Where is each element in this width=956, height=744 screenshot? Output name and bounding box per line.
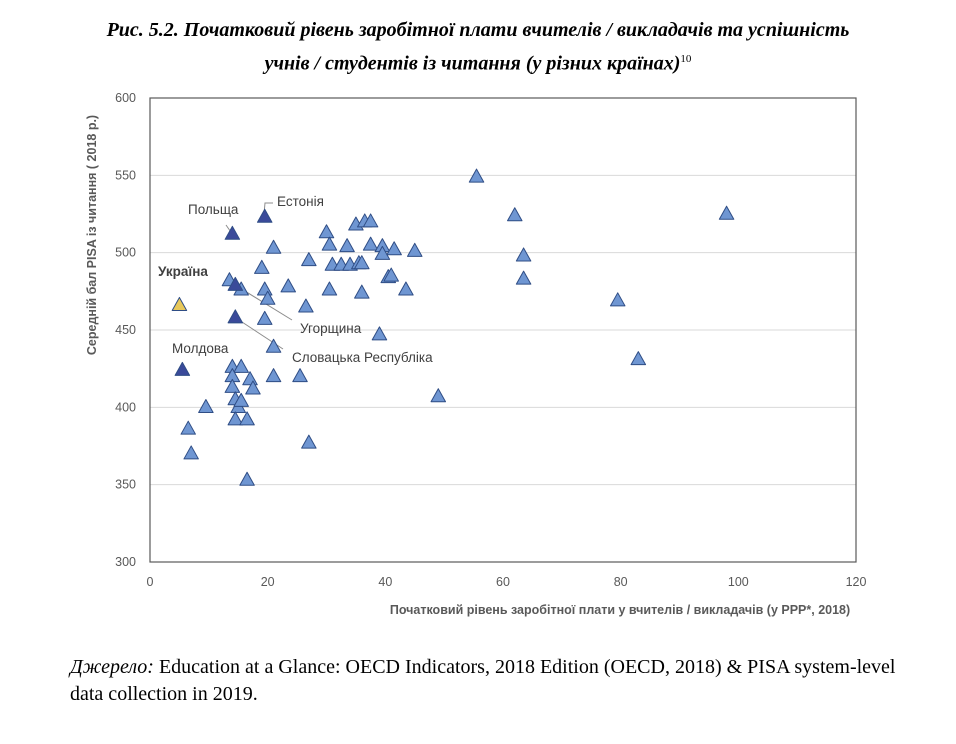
- y-tick-label: 500: [115, 246, 136, 260]
- point-label: Естонія: [277, 194, 324, 209]
- data-point: [280, 278, 297, 293]
- data-point: [233, 358, 249, 373]
- y-tick-label: 550: [115, 168, 136, 182]
- figure-title-line2-text: учнів / студентів із читання (у різних к…: [264, 52, 681, 75]
- x-tick-labels: 0 20 40 60 80 100 120: [147, 575, 867, 589]
- data-point: [407, 242, 423, 257]
- x-tick-label: 20: [261, 575, 275, 589]
- data-points: [171, 168, 735, 486]
- data-point: [301, 252, 317, 267]
- x-tick-label: 80: [614, 575, 628, 589]
- leader-lines: [225, 202, 293, 350]
- scatter-chart: 300 350 400 450 500 550 600 0 20 40 60 80 100 120 По…: [85, 91, 867, 617]
- data-point: [374, 245, 391, 260]
- data-point: [430, 388, 447, 403]
- data-point: [259, 290, 276, 305]
- data-point: [609, 292, 626, 307]
- footnote-ref: 10: [680, 53, 692, 65]
- data-point: [301, 434, 317, 449]
- source-note: Джерело: Education at a Glance: OECD Ind…: [70, 654, 900, 708]
- data-point: [227, 411, 244, 426]
- x-tick-label: 0: [147, 575, 154, 589]
- y-tick-label: 600: [115, 91, 136, 105]
- data-point: [362, 213, 379, 228]
- data-point: [183, 445, 199, 460]
- data-point: [256, 310, 273, 325]
- data-point: [256, 281, 273, 296]
- data-point: [354, 255, 370, 270]
- labeled-data-point: [174, 361, 191, 376]
- point-label: Молдова: [172, 341, 229, 356]
- data-point: [321, 236, 338, 251]
- data-point: [318, 224, 335, 239]
- x-axis-label: Початковий рівень заробітної плати у вчи…: [390, 603, 850, 617]
- data-point: [371, 326, 388, 341]
- data-point: [630, 351, 647, 366]
- y-tick-label: 350: [115, 478, 136, 492]
- data-point: [718, 205, 735, 220]
- y-tick-label: 300: [115, 555, 136, 569]
- data-point: [507, 207, 523, 222]
- data-point: [362, 236, 379, 251]
- point-label: Словацька Республіка: [292, 350, 433, 365]
- data-point: [239, 411, 255, 426]
- data-point: [386, 241, 402, 256]
- point-label: Угорщина: [300, 321, 362, 336]
- figure-title: Рис. 5.2. Початковий рівень заробітної п…: [0, 16, 956, 79]
- data-point: [224, 378, 241, 393]
- data-point: [198, 399, 214, 414]
- data-point: [180, 420, 196, 435]
- y-axis-label: Середній бал PISA із читання ( 2018 р.): [85, 115, 99, 355]
- data-point: [242, 371, 258, 386]
- data-point: [468, 168, 485, 183]
- point-labels: Польща Естонія Україна Угорщина Словацька Ре…: [158, 194, 433, 365]
- data-point: [298, 298, 314, 313]
- data-point: [321, 281, 338, 296]
- x-tick-label: 40: [378, 575, 392, 589]
- figure-title-line1: Рис. 5.2. Початковий рівень заробітної п…: [106, 19, 850, 41]
- data-point: [233, 392, 249, 407]
- source-text: Education at a Glance: OECD Indicators, …: [70, 656, 896, 705]
- data-point: [265, 368, 282, 383]
- labeled-data-point: [256, 208, 273, 223]
- y-tick-label: 450: [115, 323, 136, 337]
- plot-area: [149, 97, 857, 563]
- data-point: [239, 471, 255, 486]
- data-point: [515, 270, 532, 285]
- data-point: [245, 380, 261, 395]
- grid-lines: [150, 174, 856, 486]
- x-tick-label: 60: [496, 575, 510, 589]
- source-label: Джерело:: [70, 656, 154, 678]
- x-tick-label: 100: [728, 575, 749, 589]
- point-label: Україна: [158, 264, 208, 279]
- data-point: [339, 238, 355, 253]
- labeled-data-point: [171, 296, 188, 311]
- x-tick-label: 120: [846, 575, 867, 589]
- y-tick-labels: 300 350 400 450 500 550 600: [115, 91, 136, 569]
- labeled-data-point: [227, 276, 244, 291]
- labeled-data-point: [224, 225, 241, 240]
- data-point: [265, 338, 282, 353]
- labeled-data-point: [227, 309, 244, 324]
- data-point: [398, 281, 414, 296]
- data-point: [292, 368, 308, 383]
- point-label: Польща: [188, 202, 239, 217]
- y-tick-label: 400: [115, 400, 136, 414]
- data-point: [383, 267, 399, 282]
- figure-title-line2: учнів / студентів із читання (у різних к…: [0, 45, 956, 79]
- data-point: [254, 259, 270, 274]
- data-point: [265, 239, 282, 254]
- data-point: [515, 247, 532, 262]
- data-point: [354, 284, 370, 299]
